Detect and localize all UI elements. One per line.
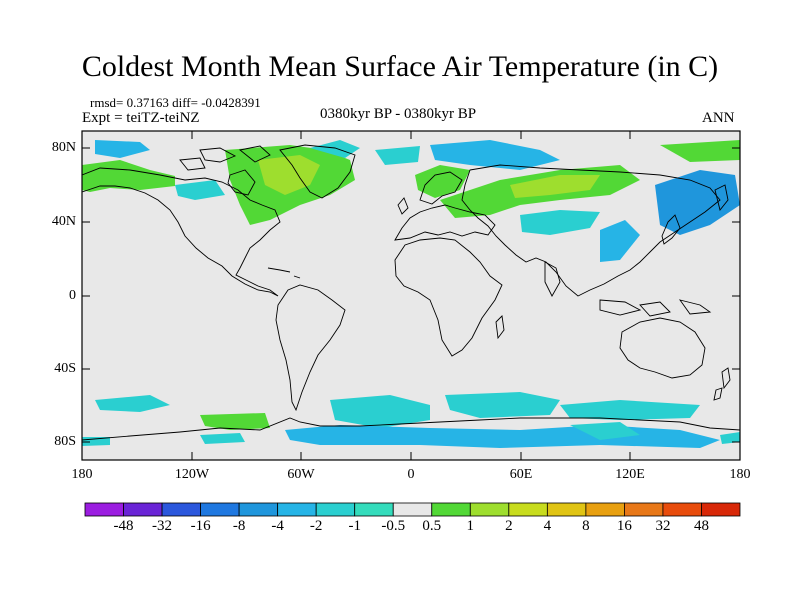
colorbar-label: -2 [309,518,323,534]
colorbar-swatch [238,502,279,517]
lon-label: 60E [509,467,533,482]
anomaly-patch [95,140,150,158]
anomaly-patch [330,395,430,428]
anomaly-patch [570,422,640,440]
lon-label: 0 [407,467,415,482]
anomaly-patch [445,392,560,418]
colorbar [84,502,741,517]
anomaly-patch [720,432,740,444]
colorbar-swatch [161,502,201,517]
plot-title: Coldest Month Mean Surface Air Temperatu… [81,50,719,83]
colorbar-label: -0.5 [381,518,406,534]
colorbar-swatch [546,502,587,517]
lat-label: 80N [51,140,76,155]
colorbar-swatch [123,502,163,517]
colorbar-label: 32 [655,518,671,534]
anomaly-patch [430,140,560,170]
colorbar-swatch [469,502,510,517]
season-label: ANN [702,110,735,126]
colorbar-label: 1 [466,518,475,534]
colorbar-swatch [277,502,317,517]
colorbar-label: 4 [543,518,552,534]
colorbar-swatch [431,502,471,517]
colorbar-label: -4 [271,518,284,534]
coastlines [82,144,740,441]
colorbar-label: -16 [190,518,211,534]
lat-label: 40S [54,361,76,376]
anomaly-patch [520,210,600,235]
anomaly-patch [660,140,740,162]
colorbar-label: 16 [616,518,632,534]
lon-label: 180 [729,467,751,482]
lon-label: 180 [71,467,93,482]
colorbar-label: 8 [582,518,590,534]
colorbar-label: -32 [152,518,173,534]
anomaly-patch [510,175,600,198]
colorbar-swatch [585,502,625,517]
colorbar-label: 2 [505,518,513,534]
lon-label: 120E [615,467,645,482]
lat-label: 0 [69,288,76,303]
period-label: 0380kyr BP - 0380kyr BP [320,106,477,122]
colorbar-swatch [354,502,394,517]
colorbar-swatch [200,502,240,517]
lat-label: 40N [51,214,76,229]
anomaly-patch [175,180,225,200]
colorbar-swatch [624,502,664,517]
colorbar-label: 0.5 [422,518,442,534]
axis-ticks [81,131,741,460]
lon-label: 60W [287,467,315,482]
stats-text: rmsd= 0.37163 diff= -0.0428391 [90,95,261,110]
colorbar-swatch [701,502,741,517]
anomaly-patch [560,400,700,420]
colorbar-label: 48 [693,518,709,534]
colorbar-label: -8 [232,518,246,534]
experiment-label: Expt = teiTZ-teiNZ [82,110,200,126]
colorbar-swatch [508,502,548,517]
colorbar-swatch [662,502,702,517]
anomaly-patch [95,395,170,412]
lon-label: 120W [174,467,210,482]
colorbar-label: -1 [348,518,361,534]
anomaly-patch [310,140,360,158]
colorbar-swatch [315,502,356,517]
lat-label: 80S [54,434,76,449]
anomaly-patch [375,146,420,165]
colorbar-swatch [392,502,433,517]
anomaly-patch [200,433,245,444]
anomaly-patch [600,220,640,262]
colorbar-swatch [84,502,124,517]
colorbar-label: -48 [113,518,134,534]
anomaly-patch [200,413,270,430]
